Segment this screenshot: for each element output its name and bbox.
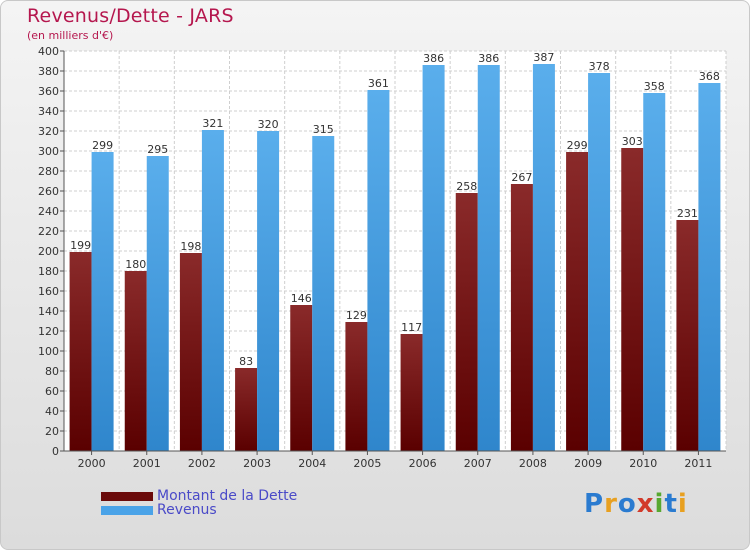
data-label: 198 xyxy=(180,240,201,253)
y-tick-label: 140 xyxy=(38,305,59,318)
y-tick-label: 260 xyxy=(38,185,59,198)
bar-dette xyxy=(676,220,699,451)
x-tick-label: 2008 xyxy=(519,457,547,470)
data-label: 303 xyxy=(622,135,643,148)
bar-dette xyxy=(455,193,478,451)
bar-revenus xyxy=(312,136,335,451)
bar-revenus xyxy=(588,73,611,451)
x-tick-label: 2005 xyxy=(353,457,381,470)
bars xyxy=(69,64,721,451)
y-tick-label: 300 xyxy=(38,145,59,158)
bar-revenus xyxy=(532,64,555,451)
x-tick-label: 2001 xyxy=(133,457,161,470)
bar-revenus xyxy=(257,131,280,451)
bar-dette xyxy=(510,184,533,451)
data-label: 199 xyxy=(70,239,91,252)
x-tick-label: 2000 xyxy=(78,457,106,470)
data-label: 386 xyxy=(423,52,444,65)
y-tick-label: 320 xyxy=(38,125,59,138)
legend-item-revenus: Revenus xyxy=(101,502,217,518)
bar-revenus xyxy=(422,65,445,451)
y-tick-label: 80 xyxy=(45,365,59,378)
bar-revenus xyxy=(477,65,500,451)
data-label: 180 xyxy=(125,258,146,271)
data-label: 117 xyxy=(401,321,422,334)
data-label: 321 xyxy=(202,117,223,130)
proxiti-logo: Proxiti xyxy=(584,489,688,519)
y-tick-label: 0 xyxy=(52,445,59,458)
y-tick-label: 180 xyxy=(38,265,59,278)
data-label: 299 xyxy=(567,139,588,152)
y-tick-label: 280 xyxy=(38,165,59,178)
data-label: 258 xyxy=(456,180,477,193)
bar-revenus xyxy=(146,156,169,451)
y-tick-label: 200 xyxy=(38,245,59,258)
data-label: 387 xyxy=(533,51,554,64)
data-label: 83 xyxy=(239,355,253,368)
bar-dette xyxy=(345,322,368,451)
y-tick-label: 20 xyxy=(45,425,59,438)
legend-swatch-revenus xyxy=(101,505,153,515)
y-tick-label: 380 xyxy=(38,65,59,78)
grid-lines xyxy=(63,50,727,452)
data-label: 368 xyxy=(699,70,720,83)
data-label: 295 xyxy=(147,143,168,156)
x-tick-label: 2011 xyxy=(684,457,712,470)
y-tick-label: 40 xyxy=(45,405,59,418)
y-tick-label: 400 xyxy=(38,45,59,58)
data-label: 231 xyxy=(677,207,698,220)
x-tick-label: 2002 xyxy=(188,457,216,470)
bar-dette xyxy=(400,334,423,451)
chart-title: Revenus/Dette - JARS xyxy=(27,5,234,27)
data-label: 358 xyxy=(644,80,665,93)
data-label: 299 xyxy=(92,139,113,152)
legend-item-dette: Montant de la Dette xyxy=(101,488,297,504)
x-tick-label: 2006 xyxy=(409,457,437,470)
bar-dette xyxy=(124,271,147,451)
bar-dette xyxy=(566,152,589,451)
data-label: 129 xyxy=(346,309,367,322)
y-tick-label: 60 xyxy=(45,385,59,398)
y-tick-label: 120 xyxy=(38,325,59,338)
bar-revenus xyxy=(201,130,224,451)
bar-dette xyxy=(621,148,644,451)
data-label: 361 xyxy=(368,77,389,90)
bar-revenus xyxy=(643,93,666,451)
axes: 0 20 40 60 80 100 120 140 160 180 200 220 240 260 280 3… xyxy=(38,45,726,470)
bar-revenus xyxy=(367,90,390,451)
bar-dette xyxy=(290,305,313,451)
y-tick-label: 100 xyxy=(38,345,59,358)
x-tick-label: 2007 xyxy=(464,457,492,470)
data-label: 386 xyxy=(478,52,499,65)
x-tick-label: 2004 xyxy=(298,457,326,470)
y-tick-label: 220 xyxy=(38,225,59,238)
y-tick-label: 340 xyxy=(38,105,59,118)
legend-swatch-dette xyxy=(101,491,153,501)
chart-subtitle: (en milliers d'€) xyxy=(27,29,114,42)
data-label: 267 xyxy=(511,171,532,184)
bar-revenus xyxy=(91,152,114,451)
bar-revenus xyxy=(698,83,721,451)
x-tick-label: 2010 xyxy=(629,457,657,470)
data-label: 146 xyxy=(291,292,312,305)
legend-label-dette: Montant de la Dette xyxy=(157,488,298,504)
data-label: 315 xyxy=(313,123,334,136)
bar-dette xyxy=(179,253,202,451)
bar-dette xyxy=(69,252,92,451)
data-labels: 199 299 180 295 198 321 83 320 146 315 129 361 117 38… xyxy=(70,51,720,368)
data-label: 378 xyxy=(589,60,610,73)
y-tick-label: 360 xyxy=(38,85,59,98)
data-label: 320 xyxy=(258,118,279,131)
y-tick-label: 160 xyxy=(38,285,59,298)
x-tick-label: 2009 xyxy=(574,457,602,470)
legend-label-revenus: Revenus xyxy=(157,502,217,518)
x-tick-label: 2003 xyxy=(243,457,271,470)
y-tick-label: 240 xyxy=(38,205,59,218)
bar-dette xyxy=(235,368,258,451)
